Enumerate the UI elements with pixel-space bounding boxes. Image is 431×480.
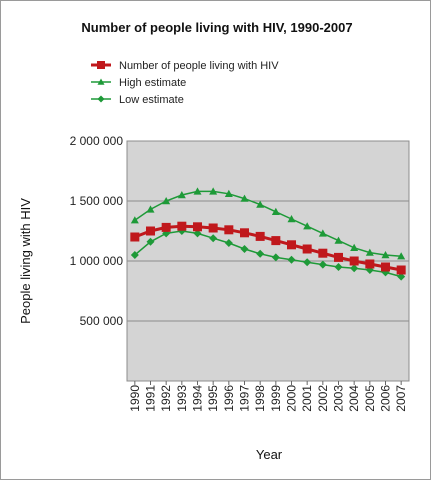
x-tick-label: 2002 [316,385,330,412]
data-point [224,189,233,197]
x-tick-label: 1990 [128,385,142,412]
x-tick-label: 2005 [363,385,377,412]
data-point [303,258,312,267]
series-1 [130,187,406,260]
data-point [256,249,265,258]
legend-label: Number of people living with HIV [119,60,279,72]
data-point [224,239,233,247]
legend-label: Low estimate [119,94,184,106]
data-point [287,240,296,250]
x-tick-label: 2004 [347,385,361,412]
data-point [177,191,186,199]
data-point [334,236,343,244]
x-tick-label: 1994 [191,385,205,412]
data-point [146,237,155,246]
data-point [209,187,218,195]
x-tick-label: 1995 [206,385,220,412]
x-tick-label: 1992 [159,385,173,412]
data-point [240,194,249,202]
y-axis-ticks: 500 000 1 000 000 1 500 000 2 000 000 [70,134,124,328]
data-point [318,260,327,269]
data-point [365,259,375,269]
data-point [271,207,280,215]
x-tick-label: 1991 [144,385,158,412]
x-tick-label: 1997 [238,385,252,412]
data-point [130,232,140,242]
data-point [365,248,374,256]
data-point [130,216,139,224]
x-tick-label: 1999 [269,385,283,412]
x-tick-label: 2003 [332,385,346,412]
data-point [97,95,105,103]
data-point [97,78,105,85]
y-tick-label: 1 000 000 [70,254,124,268]
legend-item: High estimate [91,77,186,89]
data-point [397,252,406,260]
x-tick-label: 2001 [300,385,314,412]
data-point [350,243,359,251]
data-point [240,228,249,238]
y-tick-label: 1 500 000 [70,194,124,208]
y-tick-label: 500 000 [80,314,124,328]
data-point [349,256,359,266]
data-point [256,200,265,208]
x-tick-label: 2006 [379,385,393,412]
data-point [97,61,105,69]
data-point [224,225,234,235]
data-point [334,252,343,262]
x-tick-label: 2007 [394,385,408,412]
data-point [318,229,327,237]
x-tick-label: 1996 [222,385,236,412]
series-layer [130,187,406,281]
x-axis-label: Year [256,447,283,462]
data-point [303,222,312,230]
legend-item: Number of people living with HIV [91,60,279,72]
data-point [146,205,155,213]
data-point [396,265,406,275]
legend-item: Low estimate [91,94,184,106]
data-point [381,262,390,272]
legend: Number of people living with HIV High est… [91,60,279,106]
data-point [397,272,406,281]
data-point [318,248,328,258]
legend-label: High estimate [119,77,186,89]
data-point [240,245,249,253]
data-point [381,251,390,259]
data-point [287,215,296,223]
data-point [177,221,187,231]
data-point [334,263,343,271]
data-point [302,244,312,254]
x-tick-label: 2000 [285,385,299,412]
data-point [146,226,155,236]
data-point [130,251,139,259]
data-point [161,222,171,232]
x-axis-ticks: 1990 1991 1992 1993 1994 1995 1996 1997 1998 1999… [128,381,408,412]
data-point [193,229,202,238]
series-0 [130,221,406,275]
data-point [193,187,202,195]
data-point [287,255,296,264]
chart-title: Number of people living with HIV, 1990-2… [81,20,352,35]
data-point [350,264,359,273]
data-point [271,236,281,246]
x-tick-label: 1998 [253,385,267,412]
data-point [209,234,218,243]
x-tick-label: 1993 [175,385,189,412]
y-axis-label: People living with HIV [18,198,33,324]
y-tick-label: 2 000 000 [70,134,124,148]
data-point [208,223,218,233]
data-point [271,253,280,262]
data-point [255,231,265,241]
data-point [193,222,202,232]
data-point [162,197,171,205]
